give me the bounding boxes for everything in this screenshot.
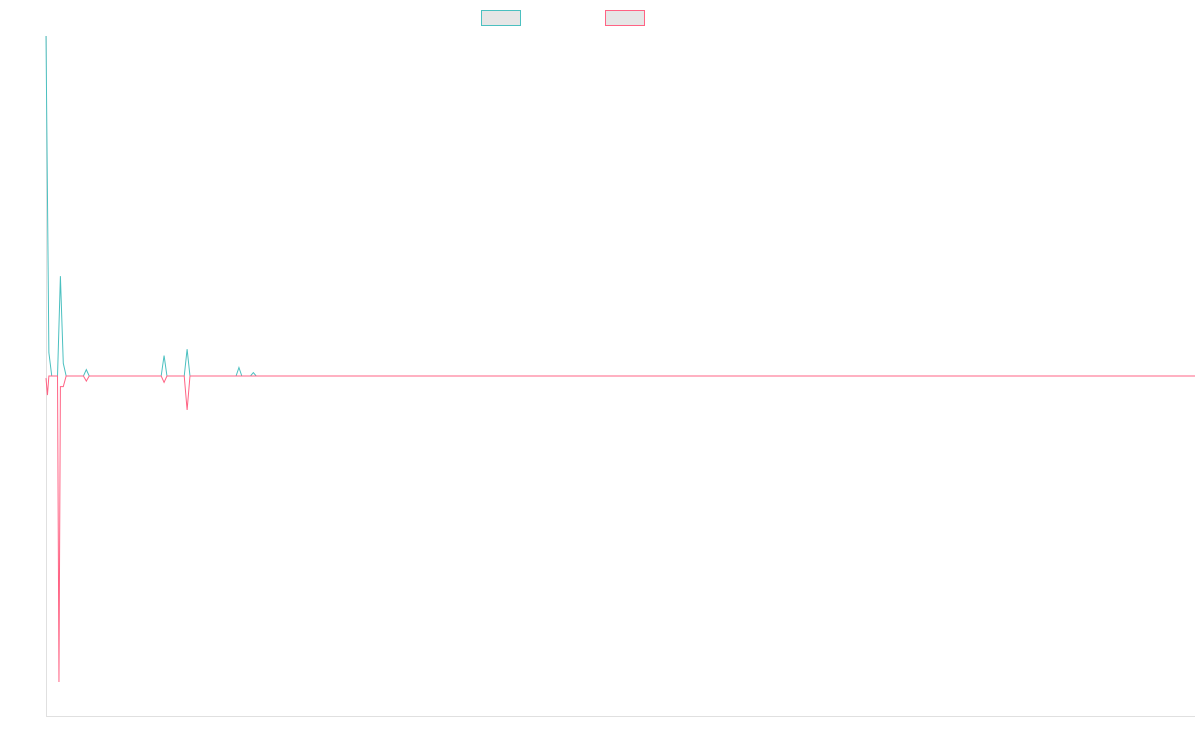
legend [481,10,645,26]
legend-item-1[interactable] [481,10,521,26]
legend-item-2[interactable] [605,10,645,26]
series-group [45,35,1195,683]
legend-swatch-1[interactable] [481,10,521,26]
legend-swatch-2[interactable] [605,10,645,26]
series-line-2 [45,375,1195,683]
axes [46,36,1195,717]
series-line-1 [45,35,1195,377]
